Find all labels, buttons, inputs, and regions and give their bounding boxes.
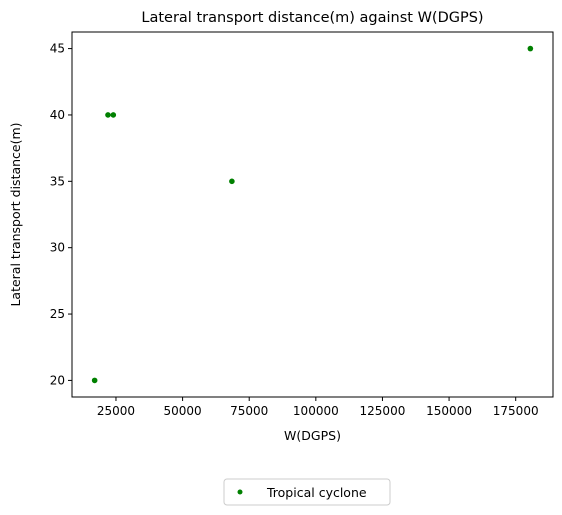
y-axis-label: Lateral transport distance(m) (8, 122, 23, 306)
x-tick-label: 25000 (97, 404, 135, 418)
data-points (91, 45, 534, 384)
data-point (527, 45, 534, 52)
y-tick-label: 40 (50, 108, 65, 122)
y-tick-label: 20 (50, 373, 65, 387)
x-axis-label: W(DGPS) (284, 428, 341, 443)
data-point (105, 112, 111, 118)
x-tick-label: 75000 (230, 404, 268, 418)
y-tick-label: 35 (50, 174, 65, 188)
legend-box (223, 478, 391, 506)
x-tick-label: 50000 (163, 404, 201, 418)
chart-title: Lateral transport distance(m) against W(… (141, 10, 483, 26)
plot-frame (71, 31, 554, 398)
x-tick-label: 100000 (293, 404, 339, 418)
y-tick-label: 45 (50, 42, 65, 56)
x-tick-label: 125000 (360, 404, 406, 418)
x-tick-label: 150000 (426, 404, 472, 418)
legend: Tropical cyclone (223, 478, 391, 506)
data-point (91, 377, 98, 384)
legend-label-tropical-cyclone: Tropical cyclone (266, 485, 367, 500)
y-tick-label: 30 (50, 241, 65, 255)
plot-area: 25000 50000 75000 100000 125000 150000 175000 … (50, 31, 554, 418)
y-tick-label: 25 (50, 307, 65, 321)
x-tick-label: 175000 (493, 404, 539, 418)
data-point (110, 112, 117, 118)
legend-marker (237, 489, 243, 495)
y-axis-ticks: 20 25 30 35 40 45 (50, 42, 72, 387)
data-point (229, 178, 235, 185)
x-axis-ticks: 25000 50000 75000 100000 125000 150000 175000 (97, 397, 539, 418)
